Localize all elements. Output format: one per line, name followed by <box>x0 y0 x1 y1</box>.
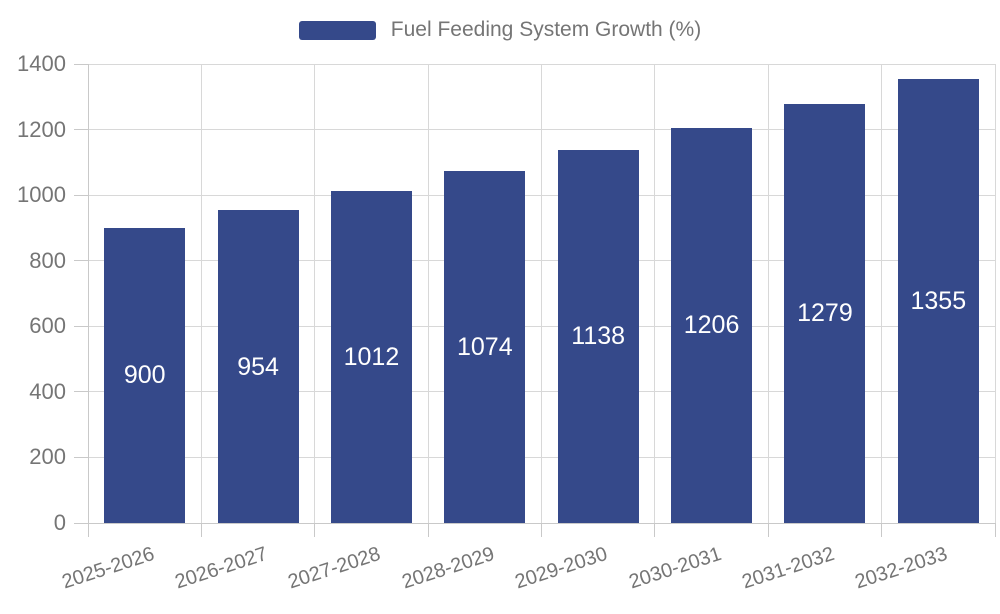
bar-value-label: 1279 <box>797 299 853 328</box>
bar-value-label: 1074 <box>457 332 513 361</box>
x-tick-mark <box>767 523 769 537</box>
x-gridline <box>314 64 316 523</box>
bar <box>330 191 412 523</box>
x-gridline <box>427 64 429 523</box>
x-tick-mark <box>654 523 656 537</box>
y-tick-label: 1200 <box>17 116 66 142</box>
x-tick-mark <box>427 523 429 537</box>
x-axis-line <box>88 522 996 524</box>
bar-value-label: 1355 <box>910 286 967 315</box>
bar <box>217 210 299 523</box>
y-tick-mark <box>74 129 88 131</box>
bar-value-label: 1206 <box>683 311 740 340</box>
y-tick-mark <box>74 194 88 196</box>
x-tick-mark <box>87 523 89 537</box>
y-tick-mark <box>74 63 88 65</box>
bar <box>671 127 753 523</box>
x-gridline <box>200 64 202 523</box>
y-tick-label: 0 <box>53 510 66 535</box>
y-tick-mark <box>74 522 88 524</box>
x-gridline <box>767 64 769 523</box>
x-tick-mark <box>881 523 883 537</box>
x-tick-mark <box>994 523 996 537</box>
legend-swatch <box>298 20 376 40</box>
bar-value-label: 954 <box>237 352 279 381</box>
y-tick-mark <box>74 260 88 262</box>
x-tick-mark <box>314 523 316 537</box>
y-tick-label: 1000 <box>17 182 66 208</box>
x-gridline <box>541 64 542 523</box>
x-gridline <box>994 64 996 523</box>
y-axis-line <box>87 64 89 524</box>
y-tick-mark <box>74 391 88 393</box>
x-tick-mark <box>541 523 542 537</box>
y-tick-label: 400 <box>29 378 66 404</box>
bar-value-label: 900 <box>123 361 166 390</box>
y-tick-mark <box>74 325 88 327</box>
bar <box>897 78 979 523</box>
bar <box>557 149 639 523</box>
y-tick-mark <box>74 456 88 458</box>
legend[interactable]: Fuel Feeding System Growth (%) <box>0 18 1000 42</box>
bar-value-label: 1138 <box>571 322 626 351</box>
chart: Fuel Feeding System Growth (%) 0 200 400 60… <box>0 18 1000 594</box>
x-gridline <box>654 64 656 523</box>
x-gridline <box>881 64 883 523</box>
bar <box>784 103 866 523</box>
legend-label: Fuel Feeding System Growth (%) <box>390 18 702 41</box>
y-tick-label: 800 <box>29 247 66 273</box>
bar <box>104 227 186 523</box>
plot-area: 0 200 400 600 800 1000 1200 1400 900 2025-2026 954… <box>17 51 996 593</box>
y-tick-label: 200 <box>29 444 66 470</box>
x-tick-mark <box>200 523 202 537</box>
y-tick-label: 600 <box>29 313 66 339</box>
bar-value-label: 1012 <box>343 343 400 372</box>
bar <box>444 170 526 523</box>
y-tick-label: 1400 <box>17 51 66 76</box>
